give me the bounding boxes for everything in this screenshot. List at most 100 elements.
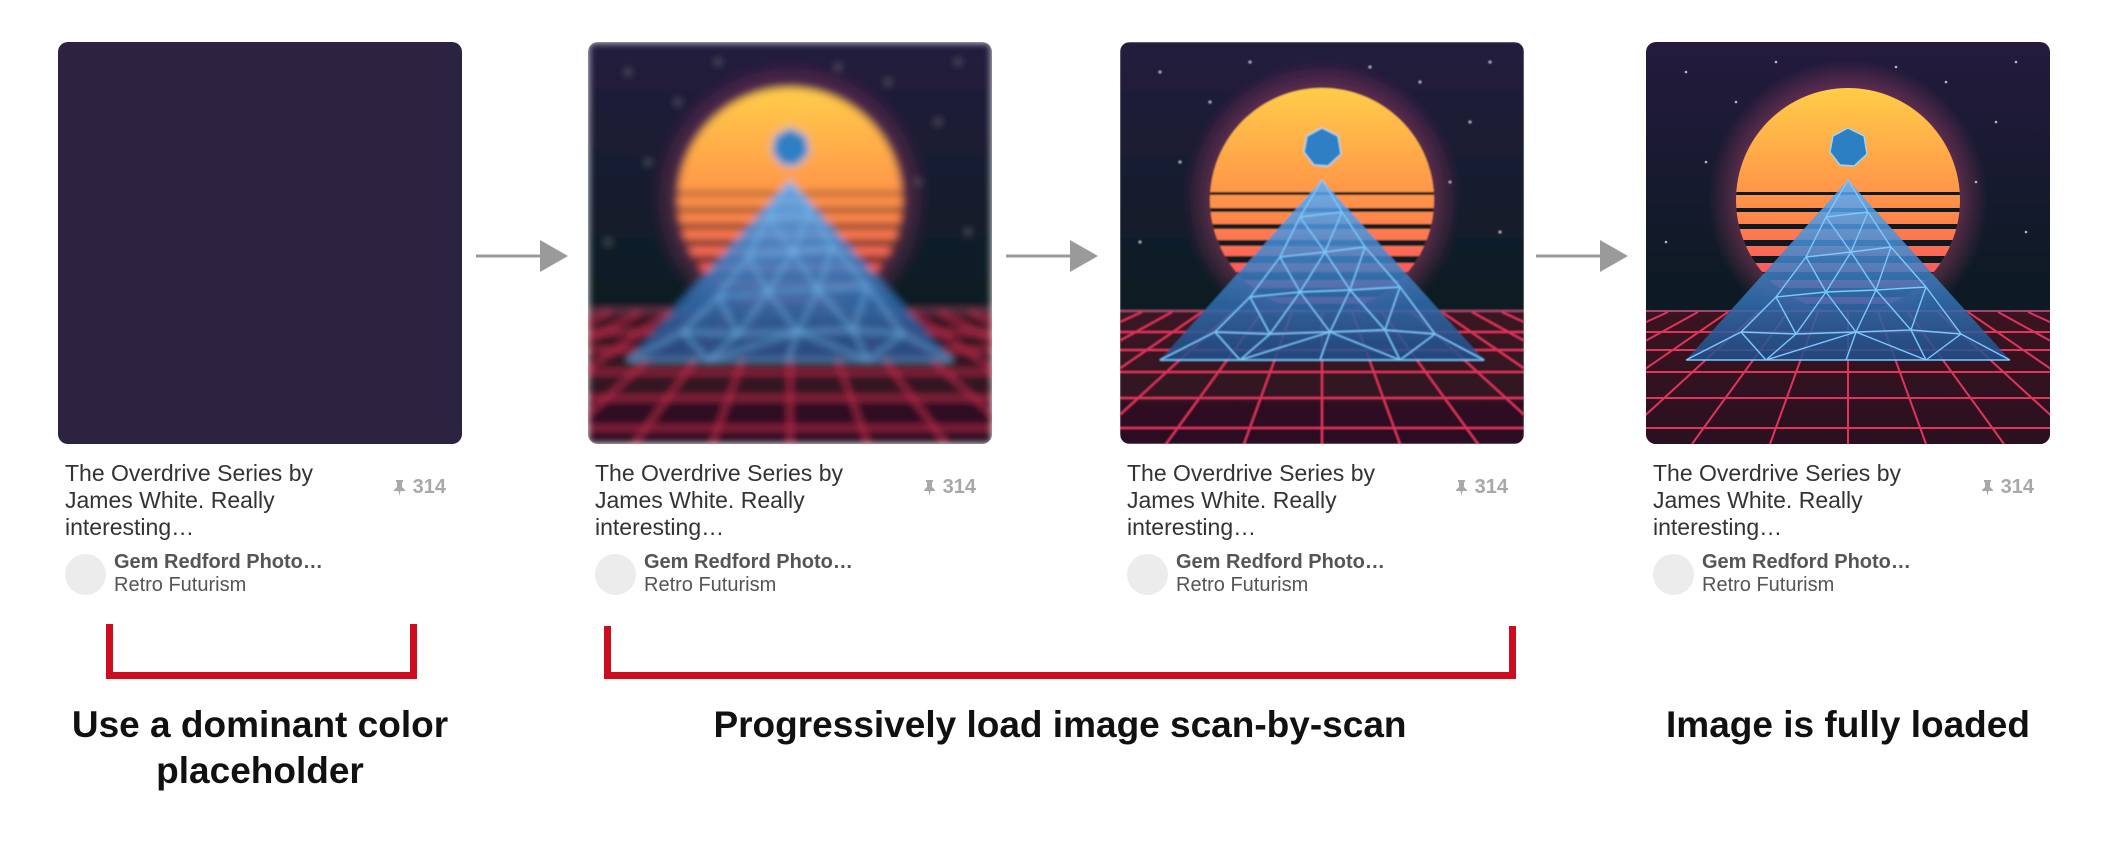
wireframe-edge: [797, 329, 854, 333]
save-count: 314: [923, 476, 976, 499]
wireframe-edge: [1875, 289, 1912, 331]
board-name[interactable]: Retro Futurism: [644, 574, 777, 596]
wireframe-edge: [1960, 333, 2011, 361]
wireframe-edge: [1269, 331, 1331, 335]
arrow-right-icon: [476, 240, 568, 272]
wireframe-edge: [1214, 296, 1251, 333]
wireframe-edge: [1384, 329, 1401, 361]
grid-line: [909, 311, 992, 370]
pinner-name[interactable]: Gem Redford Photo…: [644, 551, 853, 573]
save-count-value: 314: [942, 476, 976, 498]
wireframe-edge: [1825, 216, 1852, 253]
board-name[interactable]: Retro Futurism: [1176, 574, 1309, 596]
pin-meta: The Overdrive Series by James White. Rea…: [1646, 460, 2050, 597]
wireframe-edge: [1765, 333, 1797, 361]
wireframe-edge: [1299, 211, 1343, 218]
avatar[interactable]: [1127, 553, 1168, 595]
floating-orb: [771, 127, 810, 167]
wireframe-edge: [817, 289, 854, 331]
wireframe-edge: [1299, 179, 1323, 218]
arrow-right-icon: [1536, 240, 1628, 272]
wireframe-edge: [737, 291, 769, 335]
pin-card-loaded[interactable]: The Overdrive Series by James White. Rea…: [1646, 42, 2050, 597]
wireframe-edge: [1299, 216, 1326, 253]
wireframe-edge: [1910, 329, 1927, 361]
wireframe-edge: [1321, 179, 1343, 213]
avatar[interactable]: [1653, 553, 1694, 595]
star: [1894, 65, 1898, 69]
wireframe-edge: [1850, 251, 1877, 291]
star: [1418, 80, 1422, 84]
avatar[interactable]: [65, 553, 106, 595]
wireframe-edge: [1825, 291, 1857, 333]
wireframe-edge: [1249, 296, 1271, 335]
wireframe-edge: [1875, 286, 1927, 291]
wireframe-edge: [852, 329, 904, 335]
wireframe-edge: [717, 291, 769, 298]
avatar[interactable]: [595, 553, 636, 595]
wireframe-edge: [1775, 291, 1827, 298]
wireframe-edge: [1775, 256, 1807, 298]
pin-meta: The Overdrive Series by James White. Rea…: [1120, 460, 1524, 597]
pin-description: The Overdrive Series by James White. Rea…: [1127, 460, 1375, 540]
grid-line: [588, 311, 641, 342]
wireframe-edge: [1795, 331, 1857, 335]
star: [1664, 240, 1668, 244]
board-name[interactable]: Retro Futurism: [114, 574, 247, 596]
wireframe-edge: [1214, 331, 1241, 361]
wireframe-edge: [867, 286, 904, 335]
pin-card-placeholder[interactable]: The Overdrive Series by James White. Rea…: [58, 42, 462, 597]
wireframe-edge: [1399, 333, 1436, 361]
wireframe-edge: [1299, 291, 1331, 333]
wireframe-edge: [789, 179, 811, 213]
pin-card-partial[interactable]: The Overdrive Series by James White. Rea…: [1120, 42, 1524, 597]
wireframe-edge: [1249, 291, 1301, 298]
retro-artwork: [1646, 42, 2050, 444]
wireframe-edge: [817, 246, 834, 291]
pin-attribution[interactable]: Gem Redford Photo… Retro Futurism: [1653, 551, 2042, 597]
pin-image-blurred[interactable]: [588, 42, 992, 444]
pin-image-placeholder[interactable]: [58, 42, 462, 444]
pin-description: The Overdrive Series by James White. Rea…: [65, 460, 313, 540]
pinner-name[interactable]: Gem Redford Photo…: [1702, 551, 1911, 573]
pin-image-partial[interactable]: [1120, 42, 1524, 444]
pin-image-loaded[interactable]: [1646, 42, 2050, 444]
star: [1684, 70, 1688, 74]
wireframe-edge: [707, 331, 799, 361]
wireframe-edge: [1279, 251, 1326, 258]
pin-attribution[interactable]: Gem Redford Photo… Retro Futurism: [65, 551, 454, 597]
retro-artwork: [1120, 42, 1524, 444]
wireframe-edge: [1825, 251, 1852, 293]
save-count-value: 314: [412, 476, 446, 498]
wireframe-edge: [1910, 329, 1962, 335]
board-name[interactable]: Retro Futurism: [1702, 574, 1835, 596]
wireframe-edge: [1214, 331, 1271, 335]
arrow-right-icon: [1006, 240, 1098, 272]
star: [1994, 120, 1998, 124]
pin-attribution[interactable]: Gem Redford Photo… Retro Futurism: [595, 551, 984, 597]
wireframe-edge: [1740, 296, 1777, 333]
wireframe-edge: [707, 333, 739, 361]
pinner-name[interactable]: Gem Redford Photo…: [1176, 551, 1385, 573]
wireframe-edge: [1855, 289, 1877, 333]
star: [936, 120, 940, 124]
wireframe-edge: [1159, 331, 1216, 361]
pin-description: The Overdrive Series by James White. Rea…: [595, 460, 843, 540]
wireframe-edge: [1855, 329, 1912, 333]
pushpin-icon: [1981, 479, 1993, 496]
star: [886, 80, 890, 84]
wireframe-edge: [747, 256, 769, 293]
pin-description: The Overdrive Series by James White. Rea…: [1653, 460, 1901, 540]
grid-line: [1120, 311, 1203, 370]
wireframe-edge: [1825, 211, 1869, 218]
pinner-name[interactable]: Gem Redford Photo…: [114, 551, 323, 573]
wireframe-edge: [1399, 286, 1436, 335]
wireframe-edge: [1341, 211, 1366, 248]
wireframe-edge: [767, 291, 799, 333]
pin-attribution[interactable]: Gem Redford Photo… Retro Futurism: [1127, 551, 1516, 597]
pin-card-blurred[interactable]: The Overdrive Series by James White. Rea…: [588, 42, 992, 597]
wireframe-edge: [717, 256, 749, 298]
wireframe-edge: [792, 246, 834, 253]
wireframe-edge: [1795, 291, 1827, 335]
wireframe-edge: [1825, 289, 1877, 293]
